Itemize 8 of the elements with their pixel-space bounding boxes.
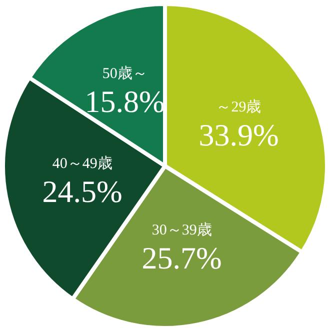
slice-label: 50歳～ bbox=[102, 64, 148, 82]
slice-label: 30～39歳 bbox=[152, 222, 212, 239]
data-label: 24.5% bbox=[42, 174, 122, 210]
slice-label: 40～49歳 bbox=[52, 155, 112, 172]
data-label: 15.8% bbox=[84, 84, 165, 119]
data-label: 33.9% bbox=[198, 117, 279, 152]
slice-label: ～29歳 bbox=[216, 98, 262, 116]
data-label: 25.7% bbox=[142, 240, 222, 276]
